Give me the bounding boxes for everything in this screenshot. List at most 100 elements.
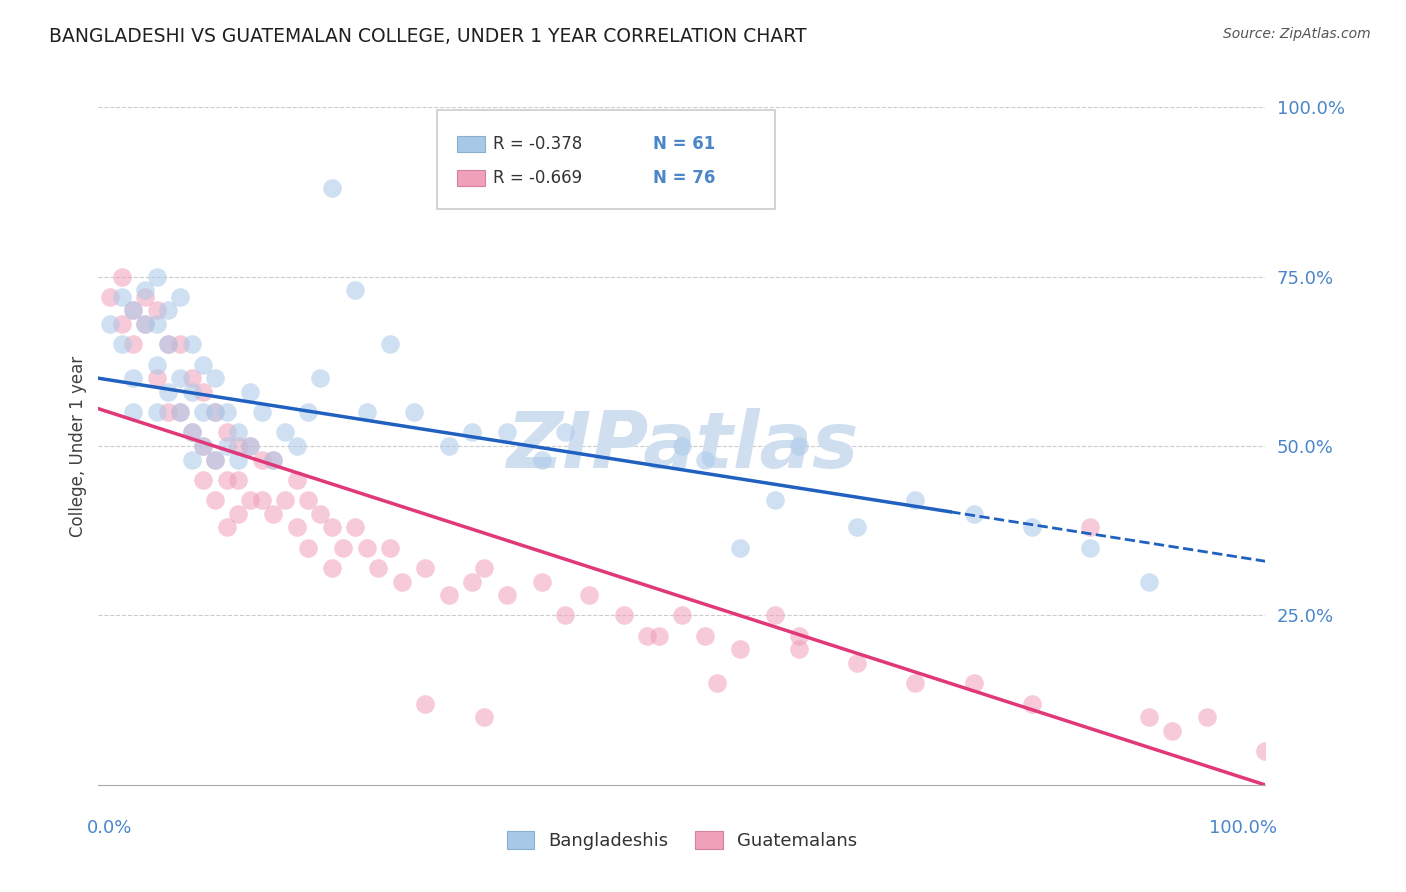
Point [180, 384, 202, 399]
Point [228, 425, 250, 440]
Point [134, 290, 156, 304]
Point [647, 629, 669, 643]
Point [228, 473, 250, 487]
Point [402, 405, 425, 419]
Point [111, 269, 134, 284]
Point [250, 493, 273, 508]
Point [262, 452, 284, 467]
Point [274, 425, 297, 440]
Text: N = 61: N = 61 [652, 136, 716, 153]
FancyBboxPatch shape [437, 111, 775, 209]
Point [530, 452, 553, 467]
Point [1195, 710, 1218, 724]
Point [344, 520, 367, 534]
Point [180, 337, 202, 351]
Point [193, 384, 215, 399]
Point [146, 317, 169, 331]
Point [169, 290, 191, 304]
Point [215, 439, 238, 453]
Y-axis label: College, Under 1 year: College, Under 1 year [69, 355, 87, 537]
Point [413, 697, 436, 711]
Point [274, 493, 297, 508]
Point [309, 507, 332, 521]
Point [530, 574, 553, 589]
Point [122, 303, 145, 318]
Point [250, 405, 273, 419]
Text: R = -0.669: R = -0.669 [494, 169, 582, 187]
Point [472, 710, 495, 724]
Point [1137, 574, 1160, 589]
Point [146, 303, 169, 318]
Point [846, 656, 869, 670]
Text: R = -0.378: R = -0.378 [494, 136, 582, 153]
Point [285, 473, 308, 487]
Point [215, 520, 238, 534]
Point [321, 561, 343, 575]
Point [134, 283, 156, 297]
Point [413, 561, 436, 575]
Point [157, 303, 180, 318]
Point [146, 358, 169, 372]
Point [193, 439, 215, 453]
Point [134, 317, 156, 331]
Point [437, 588, 460, 602]
Point [904, 493, 927, 508]
Text: BANGLADESHI VS GUATEMALAN COLLEGE, UNDER 1 YEAR CORRELATION CHART: BANGLADESHI VS GUATEMALAN COLLEGE, UNDER… [49, 27, 807, 45]
Point [1137, 710, 1160, 724]
Point [321, 181, 343, 195]
Point [1080, 520, 1102, 534]
Point [157, 337, 180, 351]
Point [554, 608, 576, 623]
Point [111, 290, 134, 304]
Point [193, 439, 215, 453]
Point [204, 405, 226, 419]
Point [472, 561, 495, 575]
Point [309, 371, 332, 385]
Point [228, 439, 250, 453]
Point [671, 608, 693, 623]
Point [356, 405, 378, 419]
Point [180, 425, 202, 440]
Point [239, 439, 262, 453]
Point [671, 439, 693, 453]
Point [763, 493, 786, 508]
Point [962, 507, 984, 521]
Point [695, 629, 717, 643]
Point [215, 425, 238, 440]
Point [157, 384, 180, 399]
Point [787, 629, 810, 643]
Point [285, 520, 308, 534]
Point [787, 439, 810, 453]
Text: ZIPatlas: ZIPatlas [506, 408, 858, 484]
Point [367, 561, 389, 575]
Point [122, 371, 145, 385]
Point [204, 452, 226, 467]
Point [1161, 723, 1184, 738]
Point [204, 405, 226, 419]
FancyBboxPatch shape [457, 170, 485, 186]
Point [204, 371, 226, 385]
Point [193, 405, 215, 419]
Point [461, 574, 484, 589]
Point [1254, 744, 1277, 758]
Point [169, 405, 191, 419]
Point [496, 588, 519, 602]
Point [285, 439, 308, 453]
Point [695, 452, 717, 467]
Point [193, 473, 215, 487]
Point [332, 541, 354, 555]
Point [262, 507, 284, 521]
Point [204, 493, 226, 508]
Point [215, 473, 238, 487]
Point [111, 317, 134, 331]
Point [1021, 697, 1043, 711]
Point [193, 358, 215, 372]
Point [437, 439, 460, 453]
Point [461, 425, 484, 440]
Point [239, 493, 262, 508]
Point [496, 425, 519, 440]
Point [180, 425, 202, 440]
Point [763, 608, 786, 623]
Point [146, 371, 169, 385]
Point [122, 337, 145, 351]
